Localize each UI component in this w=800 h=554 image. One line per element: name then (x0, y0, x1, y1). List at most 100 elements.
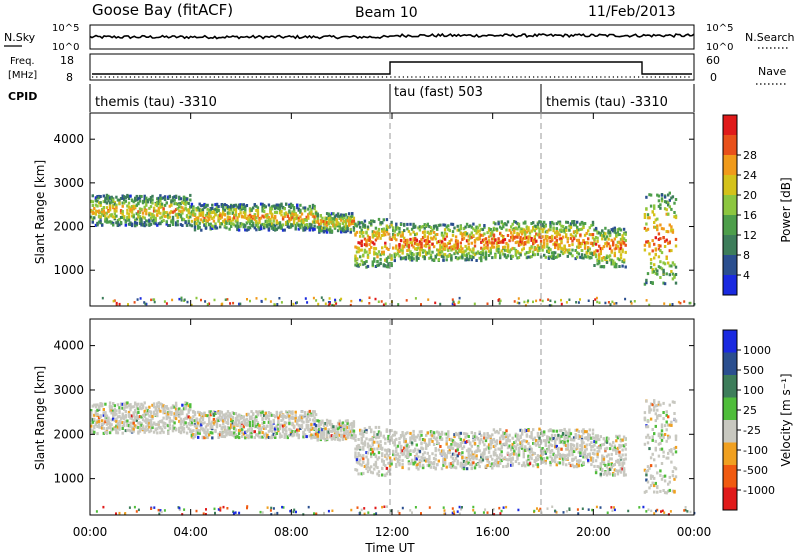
data-cell (94, 223, 98, 227)
data-cell (127, 412, 131, 416)
data-cell (354, 245, 357, 249)
data-cell (557, 232, 560, 236)
ground-echo-cell (143, 301, 146, 304)
data-cell (426, 459, 429, 463)
data-cell (269, 217, 272, 221)
data-cell (201, 413, 205, 417)
data-cell (552, 222, 555, 226)
data-cell (281, 430, 285, 434)
data-cell (384, 448, 387, 452)
data-cell (225, 433, 228, 437)
data-cell (522, 230, 525, 234)
data-cell (613, 247, 616, 251)
data-cell (157, 222, 160, 226)
data-cell (560, 241, 563, 245)
data-cell (599, 247, 602, 251)
data-cell (299, 210, 302, 214)
data-cell (241, 207, 244, 211)
data-cell (96, 199, 99, 203)
data-cell (511, 222, 514, 226)
ground-echo-cell (327, 301, 330, 304)
data-cell (602, 234, 606, 238)
data-cell (352, 228, 356, 232)
data-cell (355, 261, 359, 265)
data-cell (612, 229, 615, 233)
data-cell (156, 200, 159, 204)
data-cell (263, 222, 266, 226)
data-cell (162, 212, 165, 216)
data-cell (134, 223, 137, 227)
data-cell (577, 252, 580, 256)
data-cell (406, 244, 409, 248)
data-cell (434, 437, 437, 441)
data-cell (549, 255, 552, 259)
data-cell (398, 230, 401, 234)
data-cell (340, 429, 343, 433)
data-cell (651, 270, 654, 274)
data-cell (226, 205, 230, 209)
data-cell (431, 242, 434, 246)
data-cell (329, 220, 332, 224)
data-cell (138, 429, 142, 433)
data-cell (280, 415, 283, 418)
freq-tick-bottom: 8 (66, 71, 73, 84)
data-cell (314, 214, 318, 218)
data-cell (258, 435, 261, 439)
data-cell (281, 417, 285, 421)
data-cell (193, 411, 197, 415)
data-cell (93, 216, 96, 220)
data-cell (214, 207, 217, 211)
data-cell (242, 206, 245, 210)
data-cell (336, 214, 340, 218)
data-cell (467, 234, 470, 238)
data-cell (269, 412, 272, 415)
data-cell (97, 215, 101, 219)
data-cell (415, 252, 418, 256)
data-cell (374, 425, 378, 429)
data-cell (270, 222, 274, 226)
data-cell (448, 228, 451, 232)
data-cell (451, 447, 455, 451)
data-cell (484, 246, 488, 250)
data-cell (93, 211, 96, 215)
data-cell (359, 263, 362, 267)
data-cell (491, 245, 494, 249)
data-cell (461, 237, 464, 241)
data-cell (283, 228, 286, 232)
data-cell (197, 217, 200, 221)
data-cell (190, 224, 194, 228)
data-cell (445, 442, 448, 446)
data-cell (619, 237, 623, 241)
data-cell (409, 250, 412, 254)
data-cell (404, 448, 407, 452)
data-cell (505, 228, 508, 232)
data-cell (116, 223, 120, 227)
data-cell (123, 424, 126, 428)
data-cell (277, 416, 280, 420)
data-cell (212, 210, 216, 213)
data-cell (258, 220, 261, 224)
data-cell (316, 437, 319, 441)
data-cell (550, 251, 554, 255)
data-cell (281, 413, 285, 417)
data-cell (200, 415, 203, 419)
data-cell (417, 252, 420, 256)
data-cell (171, 210, 175, 214)
data-cell (384, 241, 387, 245)
data-cell (393, 255, 396, 259)
ground-echo-cell (328, 302, 331, 305)
data-cell (521, 237, 524, 241)
data-cell (267, 223, 271, 226)
data-cell (123, 198, 126, 202)
data-cell (472, 251, 475, 255)
ground-echo-cell (334, 298, 337, 302)
data-cell (203, 206, 206, 210)
data-cell (330, 230, 334, 233)
data-cell (325, 212, 329, 216)
data-cell (487, 235, 491, 239)
data-cell (431, 452, 434, 456)
data-cell (670, 207, 673, 211)
data-cell (472, 255, 475, 259)
data-cell (349, 218, 352, 222)
data-cell (511, 255, 514, 258)
